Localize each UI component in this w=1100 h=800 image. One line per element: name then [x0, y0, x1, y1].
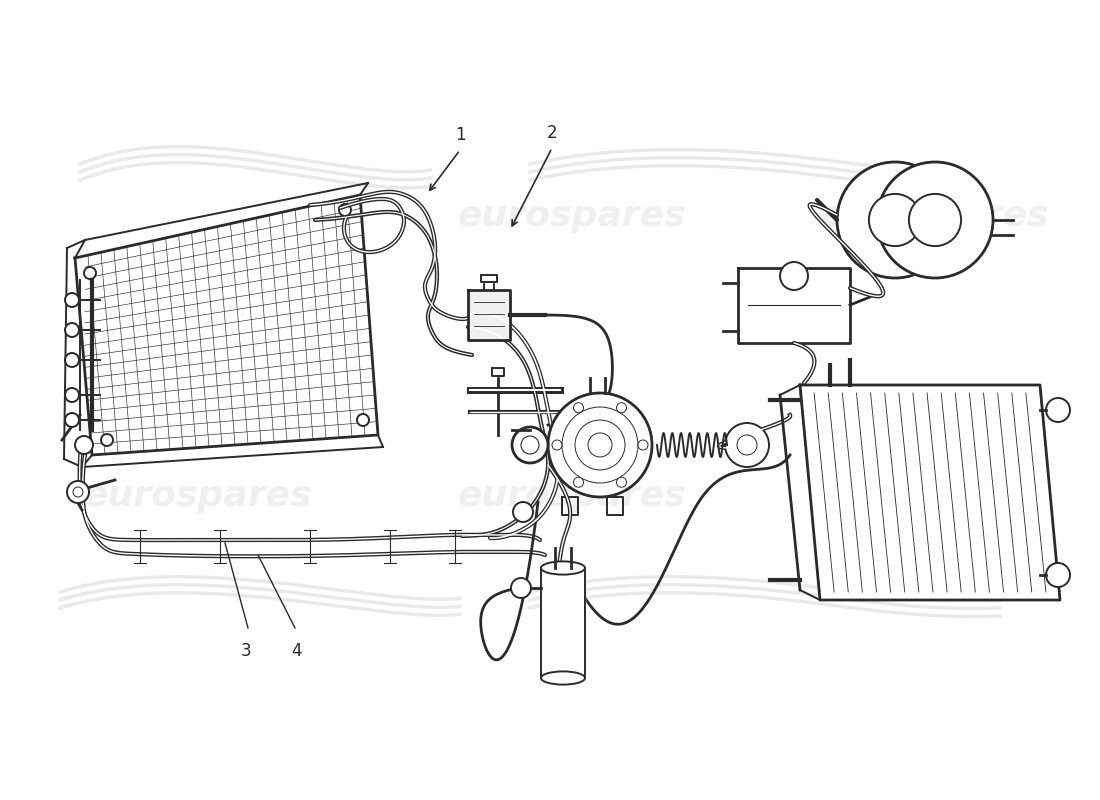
Text: eurospares: eurospares: [84, 479, 312, 513]
Circle shape: [339, 204, 351, 216]
Circle shape: [1046, 398, 1070, 422]
Circle shape: [548, 393, 652, 497]
Polygon shape: [492, 368, 504, 376]
Circle shape: [725, 423, 769, 467]
Circle shape: [780, 262, 808, 290]
Circle shape: [552, 440, 562, 450]
Text: eurospares: eurospares: [821, 199, 1049, 233]
Ellipse shape: [541, 562, 585, 574]
Circle shape: [65, 388, 79, 402]
Circle shape: [588, 433, 612, 457]
Polygon shape: [468, 290, 510, 340]
Polygon shape: [738, 268, 850, 343]
Circle shape: [67, 481, 89, 503]
Circle shape: [513, 502, 534, 522]
Polygon shape: [481, 275, 497, 282]
Polygon shape: [800, 385, 1060, 600]
Circle shape: [1046, 563, 1070, 587]
Text: 4: 4: [292, 642, 302, 660]
Circle shape: [65, 413, 79, 427]
Text: eurospares: eurospares: [458, 199, 686, 233]
Circle shape: [869, 194, 921, 246]
Circle shape: [837, 162, 953, 278]
Circle shape: [73, 487, 82, 497]
Circle shape: [84, 267, 96, 279]
Text: 1: 1: [454, 126, 465, 144]
Circle shape: [573, 478, 583, 487]
Circle shape: [75, 436, 94, 454]
Circle shape: [638, 440, 648, 450]
Circle shape: [65, 293, 79, 307]
Polygon shape: [75, 195, 378, 455]
Circle shape: [909, 194, 961, 246]
Text: eurospares: eurospares: [458, 479, 686, 513]
Circle shape: [877, 162, 993, 278]
Circle shape: [521, 436, 539, 454]
Circle shape: [512, 427, 548, 463]
Polygon shape: [541, 568, 585, 678]
Circle shape: [65, 323, 79, 337]
Text: 3: 3: [241, 642, 251, 660]
Polygon shape: [64, 240, 85, 467]
Circle shape: [358, 414, 368, 426]
Circle shape: [562, 407, 638, 483]
Circle shape: [616, 402, 627, 413]
Circle shape: [573, 402, 583, 413]
Circle shape: [101, 434, 113, 446]
Ellipse shape: [541, 671, 585, 685]
Circle shape: [737, 435, 757, 455]
Text: 2: 2: [547, 124, 558, 142]
Circle shape: [616, 478, 627, 487]
Circle shape: [65, 353, 79, 367]
Circle shape: [512, 578, 531, 598]
Circle shape: [575, 420, 625, 470]
